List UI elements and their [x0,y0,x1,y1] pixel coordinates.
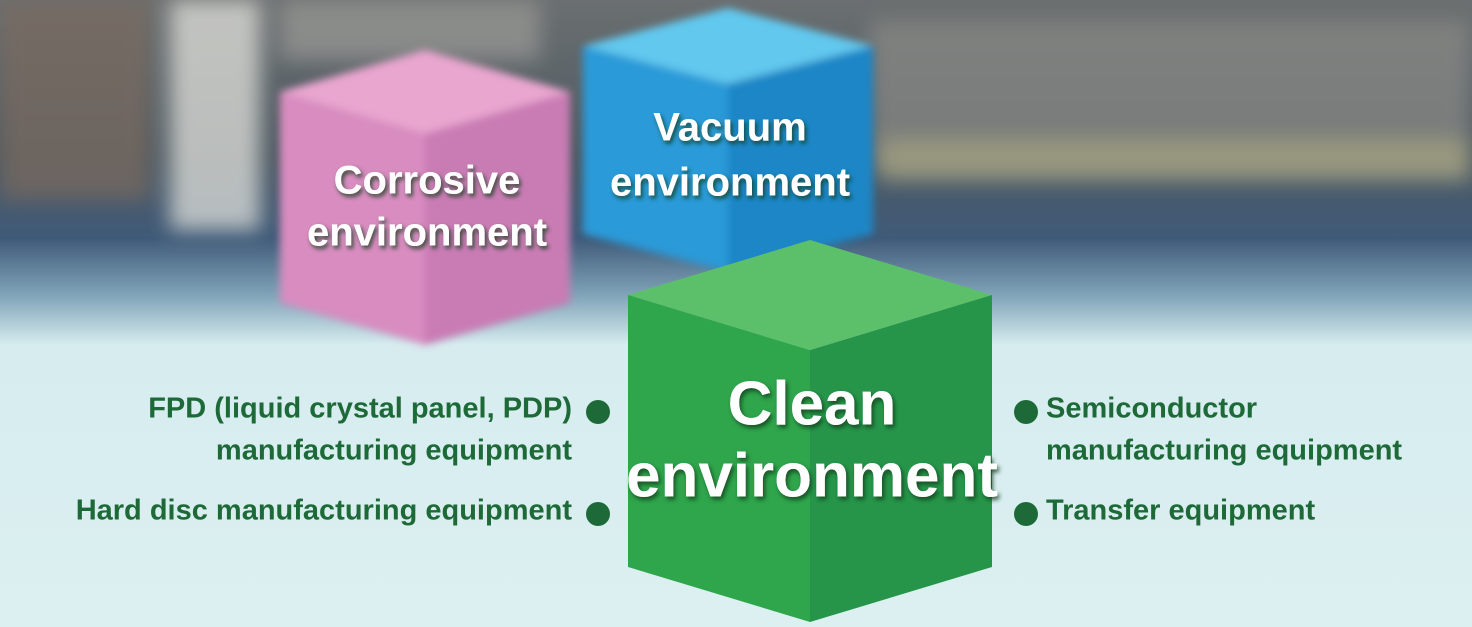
item-text: manufacturing equipment [1046,435,1402,467]
item-text: Transfer equipment [1046,495,1315,527]
cube-label: environment [307,211,547,255]
bullet [1014,502,1038,526]
illustration: CorrosiveenvironmentVacuumenvironmentCle… [0,0,1472,627]
cube-label: Clean [728,369,897,438]
cube-label: Vacuum [653,106,806,150]
bullet [1014,400,1038,424]
item-text: FPD (liquid crystal panel, PDP) [148,393,572,425]
cube-right [728,46,873,272]
cube-label: Corrosive [334,159,521,203]
item-text: Hard disc manufacturing equipment [76,495,573,527]
cube-label: environment [626,441,998,510]
item-text: manufacturing equipment [216,435,572,467]
cube-label: environment [610,161,850,205]
cube-left [583,46,728,272]
bullet [586,502,610,526]
item-text: Semiconductor [1046,393,1257,425]
bullet [586,400,610,424]
